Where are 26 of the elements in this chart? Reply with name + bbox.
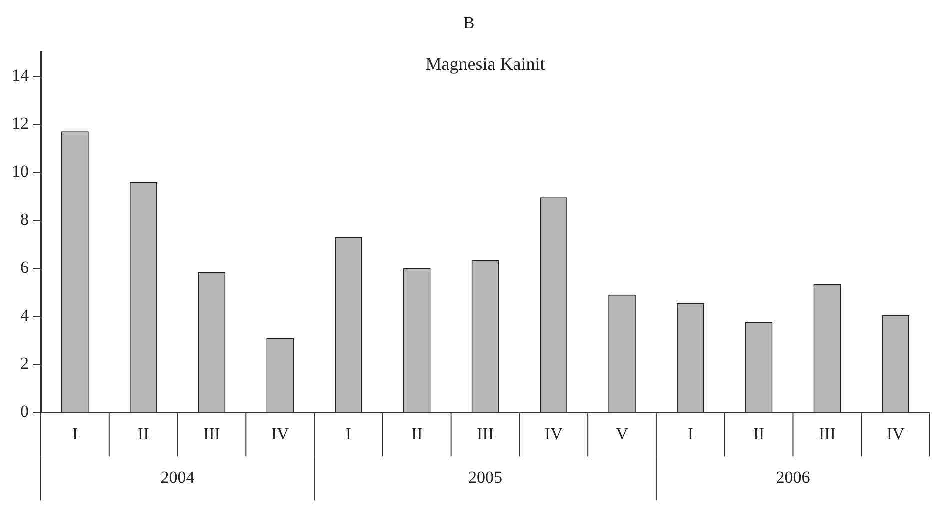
x-tick-label: IV xyxy=(271,424,290,444)
y-tick-label: 10 xyxy=(12,162,29,181)
x-tick-label: II xyxy=(138,424,150,444)
y-tick-label: 12 xyxy=(12,114,29,133)
x-tick-label: IV xyxy=(544,424,564,444)
y-tick-label: 6 xyxy=(20,258,29,277)
y-tick-label: 14 xyxy=(12,66,30,85)
y-tick-label: 2 xyxy=(20,354,29,374)
x-tick-label: III xyxy=(203,424,221,444)
y-tick-label: 0 xyxy=(20,402,29,422)
x-tick-label: I xyxy=(346,424,352,444)
x-tick-label: III xyxy=(818,424,836,444)
text: 2004 xyxy=(160,468,196,488)
x-tick-label: II xyxy=(753,424,766,444)
x-tick-label: III xyxy=(477,424,494,444)
chart-title: B xyxy=(463,14,475,33)
chart-subtitle: Magnesia Kainit xyxy=(426,54,546,74)
x-tick-label: II xyxy=(411,424,424,444)
x-tick-label: I xyxy=(72,424,78,444)
text: 2005 xyxy=(468,468,502,488)
x-tick-label: I xyxy=(688,424,694,444)
y-tick-label: 8 xyxy=(20,210,29,229)
y-tick-label: 4 xyxy=(20,306,30,326)
x-tick-label: IV xyxy=(886,424,906,444)
x-tick-label: V xyxy=(616,424,630,444)
text: 2006 xyxy=(776,468,810,488)
